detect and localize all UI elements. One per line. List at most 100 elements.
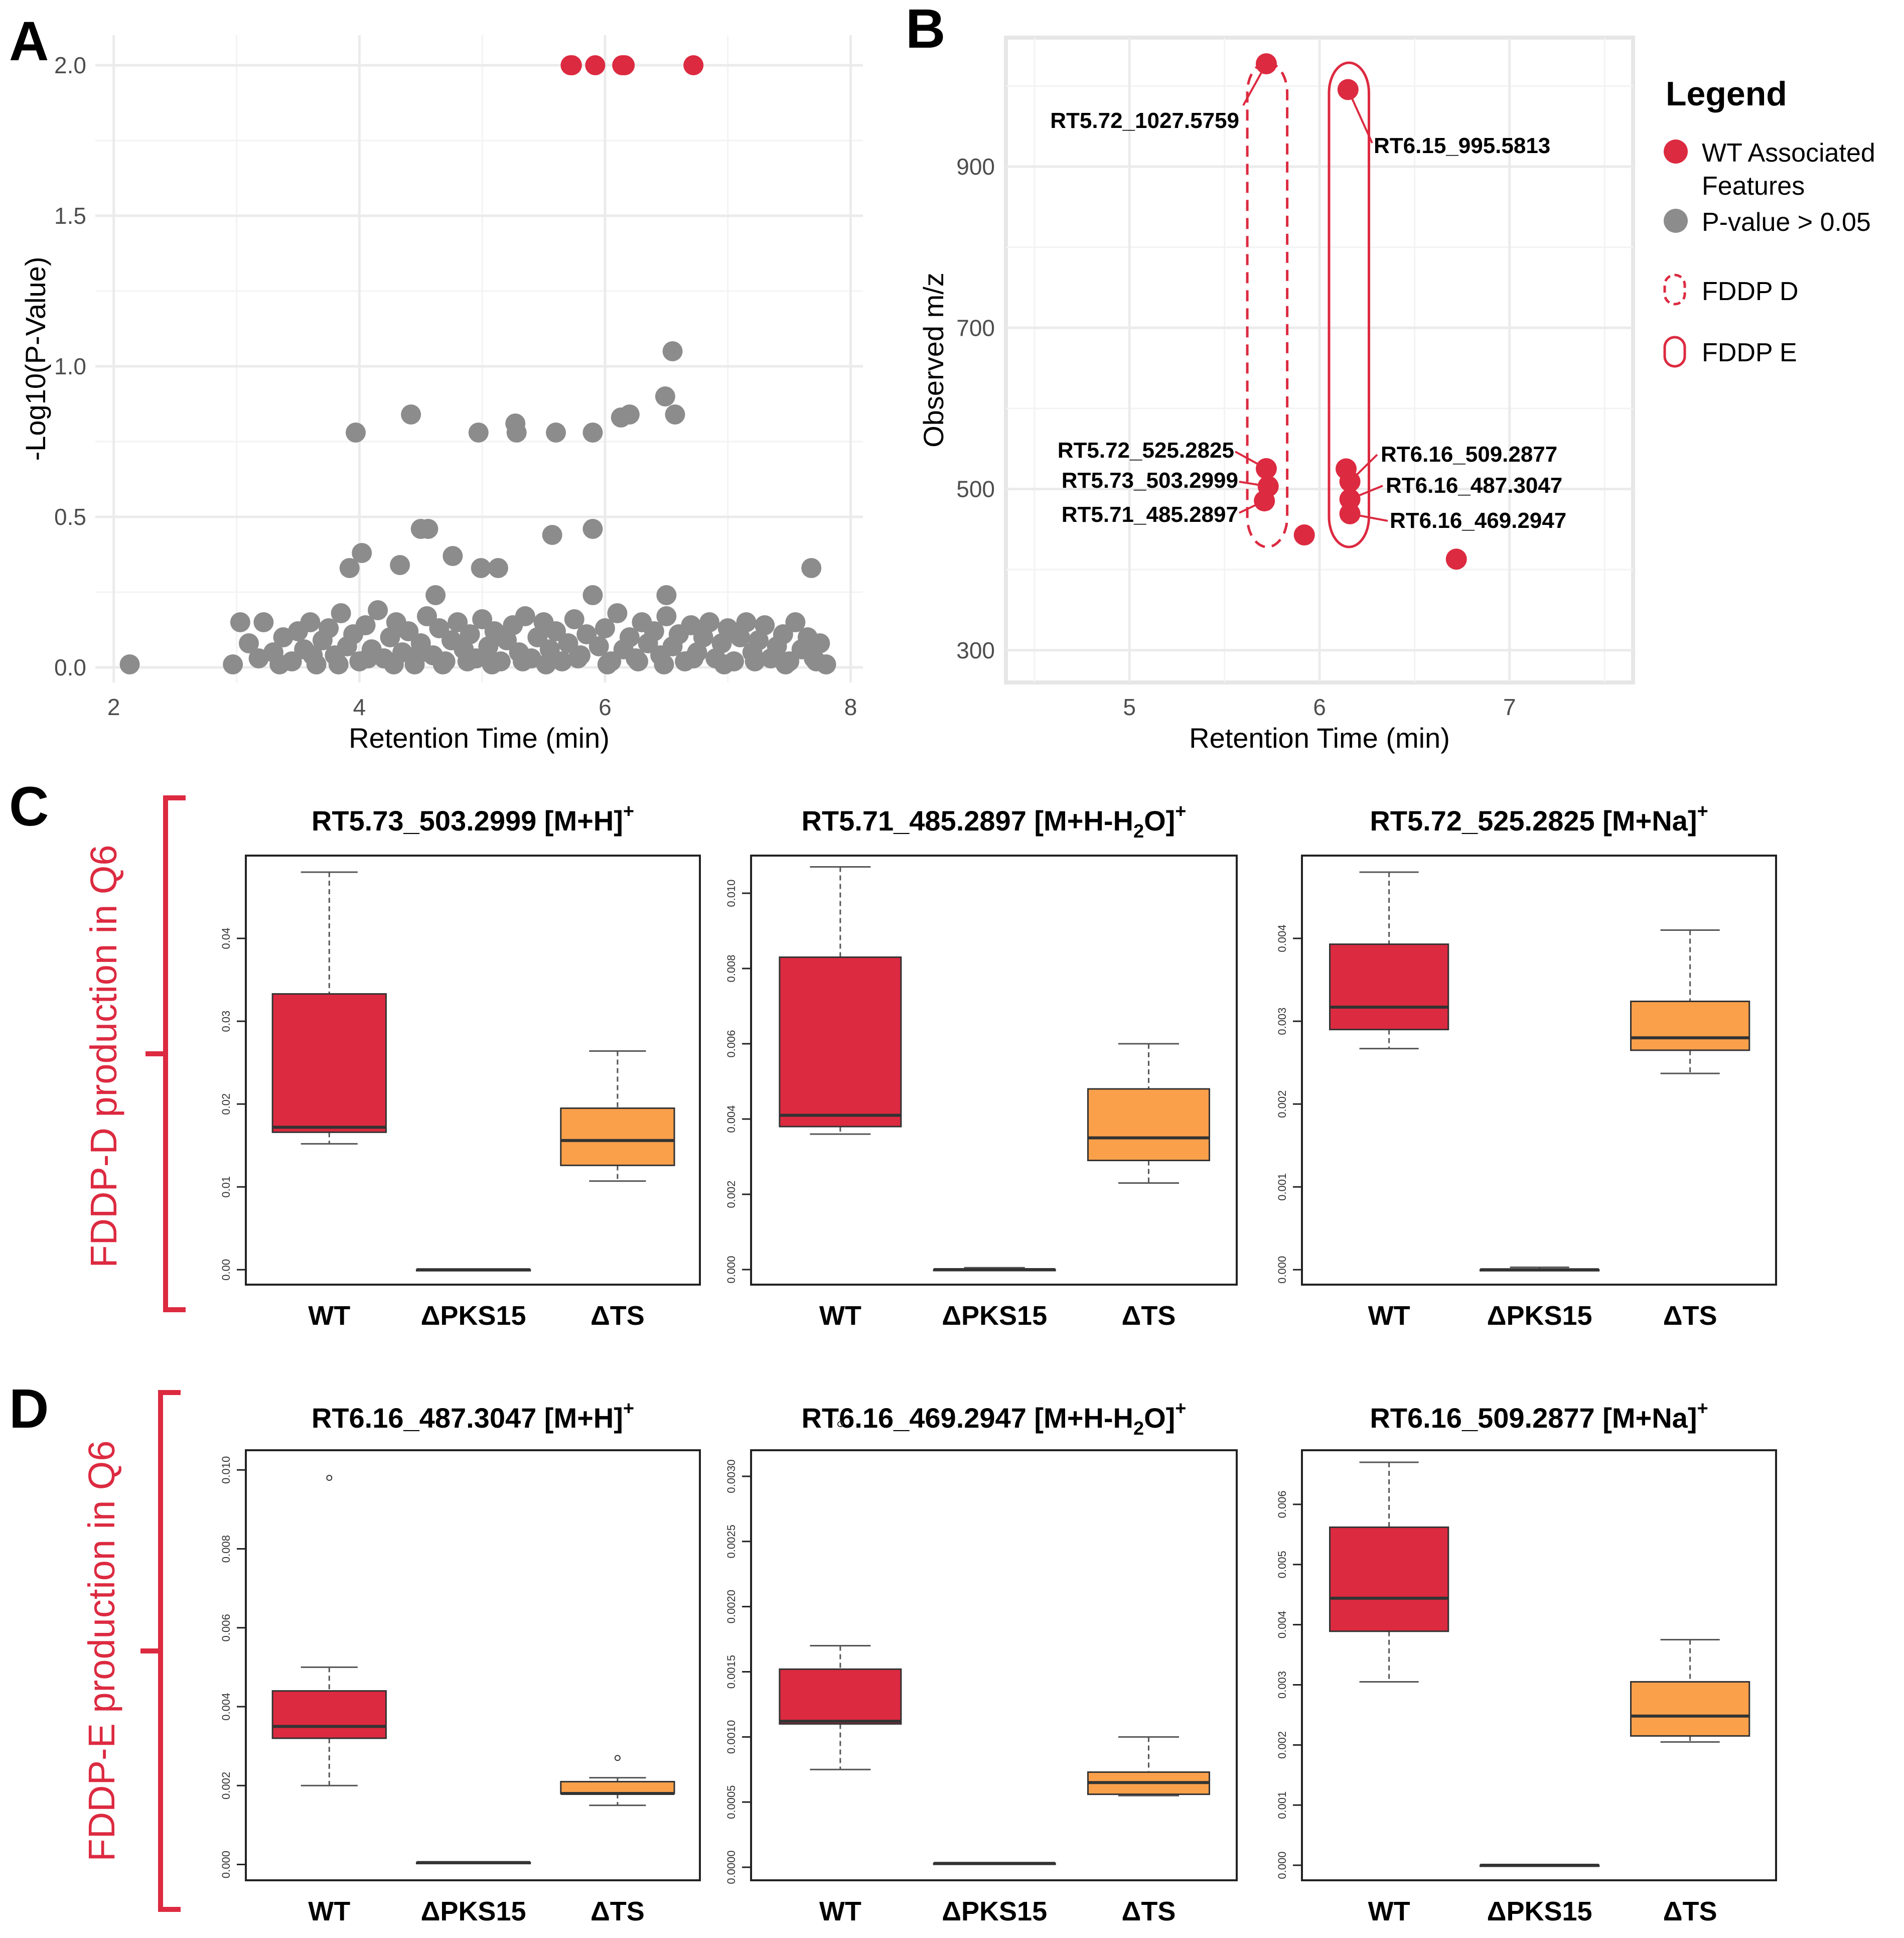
data-point — [568, 648, 589, 668]
panel-label-c: C — [9, 776, 49, 838]
data-point — [615, 55, 635, 75]
data-point — [546, 621, 566, 641]
data-point — [736, 612, 757, 632]
data-point — [443, 546, 463, 566]
x-tick-label: 5 — [1123, 694, 1136, 720]
y-tick-label: 0.004 — [220, 1693, 232, 1721]
y-tick-label: 0.0005 — [725, 1785, 738, 1819]
data-point — [683, 648, 704, 668]
y-tick-label: 0.0 — [54, 654, 86, 680]
data-point — [319, 618, 339, 638]
x-category-label: ΔTS — [1663, 1896, 1717, 1926]
title-superscript: + — [623, 801, 634, 822]
x-category-label: WT — [1368, 1896, 1410, 1926]
y-tick-label: 0.000 — [725, 1256, 738, 1283]
data-point — [488, 558, 508, 578]
boxplot-title: RT5.71_485.2897 [M+H-H2O]+ — [801, 801, 1186, 842]
data-point — [607, 603, 628, 623]
y-tick-label: 0.004 — [1276, 925, 1288, 952]
data-point — [662, 341, 683, 361]
y-tick-label: 0.001 — [1276, 1791, 1288, 1819]
title-superscript: + — [623, 1398, 634, 1419]
data-point — [656, 606, 677, 626]
data-point — [558, 633, 578, 653]
data-point — [801, 558, 822, 578]
panel-label-d: D — [9, 1378, 49, 1440]
data-point — [655, 386, 675, 406]
box-body — [1329, 1526, 1449, 1632]
y-tick-label: 0.004 — [1276, 1611, 1288, 1638]
box-body — [1329, 943, 1449, 1031]
title-superscript: + — [1697, 1398, 1708, 1419]
data-point — [699, 612, 719, 632]
legend-solid-box-icon — [1663, 336, 1686, 368]
data-point — [119, 654, 140, 674]
y-tick-label: 0.00 — [220, 1259, 232, 1281]
data-point — [345, 423, 366, 443]
data-point — [644, 621, 664, 641]
boxplot-title: RT6.16_487.3047 [M+H]+ — [312, 1398, 634, 1434]
y-tick-label: 0.003 — [1276, 1008, 1288, 1035]
y-tick-label: 0.0015 — [725, 1655, 738, 1689]
y-tick-label: 0.002 — [1276, 1731, 1288, 1759]
plot-frame — [750, 855, 1238, 1286]
x-tick-label: 8 — [844, 694, 857, 720]
y-tick-label: 0.008 — [220, 1535, 232, 1563]
data-point — [328, 654, 349, 674]
y-tick-label: 0.010 — [725, 879, 738, 907]
data-point — [527, 627, 548, 647]
data-point — [775, 654, 796, 674]
y-tick-label: 0.010 — [220, 1456, 232, 1484]
data-point — [656, 585, 677, 605]
y-tick-label: 0.0010 — [725, 1720, 738, 1754]
data-point — [546, 423, 566, 443]
data-point — [714, 654, 735, 674]
box-body — [1630, 1001, 1750, 1051]
data-point — [380, 627, 400, 647]
data-point — [582, 423, 603, 443]
legend-dashed-box-icon — [1663, 273, 1686, 306]
data-point — [619, 627, 640, 647]
x-axis-title: Retention Time (min) — [349, 722, 610, 754]
point-label: RT5.73_503.2999 — [1062, 468, 1238, 493]
fddp-e-group-box — [1328, 61, 1370, 548]
data-point — [683, 55, 704, 75]
legend-pvalue-label: P-value > 0.05 — [1702, 208, 1871, 237]
panel-label-b: B — [906, 0, 945, 60]
data-point — [681, 615, 701, 635]
label-leader-line — [1235, 451, 1267, 470]
title-main: RT6.16_487.3047 [M+H] — [312, 1402, 623, 1434]
box-body — [560, 1780, 675, 1794]
data-point — [269, 654, 290, 674]
y-tick-label: 900 — [956, 154, 995, 180]
legend-b: Legend WT Associated Features P-value > … — [1663, 75, 1875, 368]
title-subscript: 2 — [1133, 1418, 1144, 1439]
boxplot-d2: RT6.16_469.2947 [M+H-H2O]+0.00000.00050.… — [725, 1398, 1238, 1926]
boxplot-title: RT6.16_509.2877 [M+Na]+ — [1370, 1398, 1708, 1434]
data-point — [564, 609, 584, 629]
x-category-label: WT — [819, 1896, 861, 1926]
data-point — [582, 519, 603, 539]
data-point — [506, 423, 527, 443]
label-leader-line — [1350, 512, 1388, 522]
data-point — [300, 612, 321, 632]
data-point — [383, 654, 404, 674]
y-tick-label: 0.0030 — [725, 1459, 738, 1493]
y-tick-label: 1.0 — [54, 353, 86, 379]
title-main: RT6.16_469.2947 [M+H-H — [801, 1402, 1133, 1434]
y-tick-label: 0.004 — [725, 1105, 738, 1133]
point-label: RT6.16_509.2877 — [1381, 442, 1557, 467]
legend-wt-label: WT Associated — [1702, 139, 1875, 168]
label-leader-line — [1349, 454, 1378, 483]
boxplot-d3: RT6.16_509.2877 [M+Na]+0.0000.0010.0020.… — [1276, 1398, 1777, 1926]
boxplot-d1: RT6.16_487.3047 [M+H]+0.0000.0020.0040.0… — [220, 1398, 701, 1926]
x-tick-label: 6 — [599, 694, 612, 720]
x-category-label: WT — [1368, 1301, 1410, 1331]
y-tick-label: 0.04 — [220, 928, 232, 949]
y-tick-label: 0.006 — [1276, 1490, 1288, 1518]
data-point — [1339, 503, 1361, 524]
x-category-label: WT — [819, 1301, 861, 1331]
data-point — [432, 654, 453, 674]
y-tick-label: 0.0020 — [725, 1590, 738, 1623]
x-category-label: ΔPKS15 — [1487, 1301, 1592, 1331]
